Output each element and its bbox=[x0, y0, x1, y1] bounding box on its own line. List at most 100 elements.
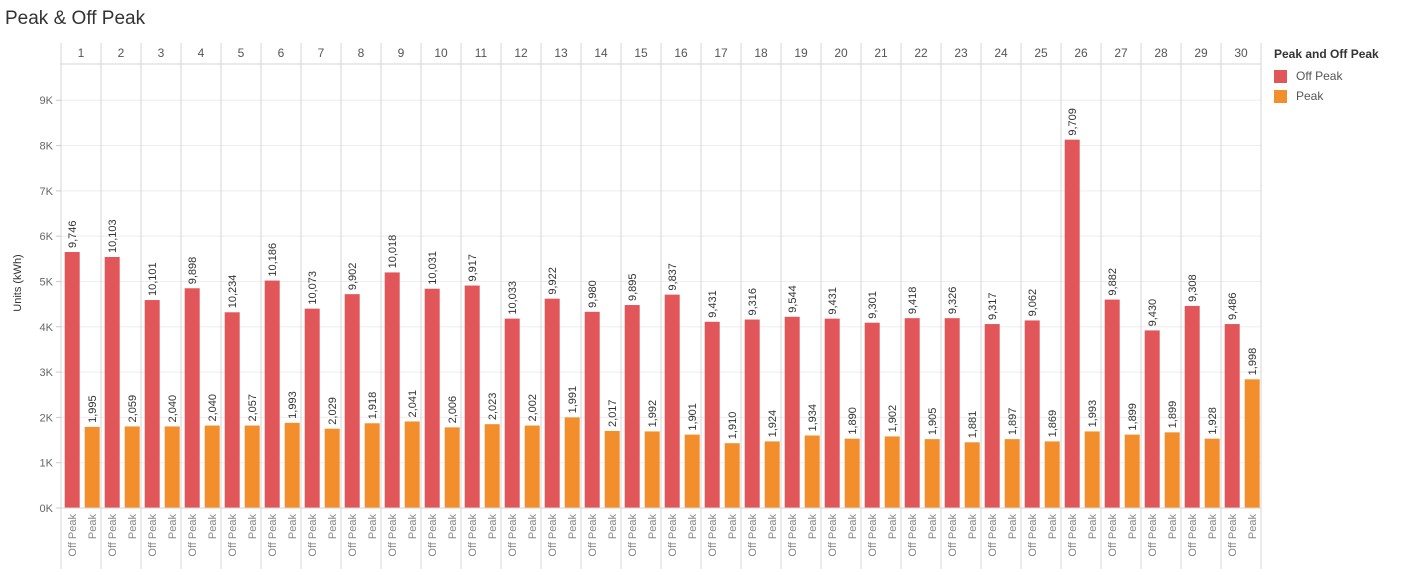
x-tick-label-off-peak: Off Peak bbox=[547, 514, 559, 557]
data-label-peak: 2,017 bbox=[607, 399, 619, 427]
bar-off-peak bbox=[744, 319, 760, 508]
day-header-label: 30 bbox=[1234, 46, 1248, 60]
x-tick-label-peak: Peak bbox=[527, 514, 539, 540]
day-header-label: 11 bbox=[475, 46, 488, 60]
y-tick-label: 2K bbox=[40, 412, 54, 424]
x-tick-label-off-peak: Off Peak bbox=[187, 514, 199, 557]
x-tick-label-peak: Peak bbox=[207, 514, 219, 540]
data-label-off-peak: 10,234 bbox=[227, 275, 239, 309]
bar-peak bbox=[844, 438, 860, 508]
x-tick-label-off-peak: Off Peak bbox=[467, 514, 479, 557]
bar-off-peak bbox=[304, 308, 320, 508]
x-tick-label-off-peak: Off Peak bbox=[667, 514, 679, 557]
bar-peak bbox=[124, 426, 140, 508]
day-header-label: 23 bbox=[954, 46, 968, 60]
x-tick-label-peak: Peak bbox=[1087, 514, 1099, 540]
data-label-off-peak: 9,902 bbox=[347, 263, 359, 291]
legend[interactable]: Peak and Off Peak Off Peak Peak bbox=[1274, 47, 1379, 106]
day-header-label: 8 bbox=[358, 46, 365, 60]
bar-off-peak bbox=[384, 272, 400, 508]
day-header-label: 27 bbox=[1114, 46, 1128, 60]
bar-off-peak bbox=[264, 280, 280, 508]
bar-off-peak bbox=[864, 322, 880, 508]
bar-off-peak bbox=[624, 305, 640, 508]
day-header-label: 4 bbox=[198, 46, 205, 60]
bar-off-peak bbox=[584, 311, 600, 508]
data-label-off-peak: 9,308 bbox=[1187, 274, 1199, 302]
day-header-label: 3 bbox=[158, 46, 165, 60]
legend-swatch-peak bbox=[1274, 89, 1287, 103]
day-header-label: 19 bbox=[794, 46, 808, 60]
bar-peak bbox=[1004, 439, 1020, 508]
data-label-off-peak: 9,882 bbox=[1107, 268, 1119, 296]
y-tick-label: 9K bbox=[40, 95, 54, 107]
bar-peak bbox=[524, 425, 540, 508]
x-tick-label-off-peak: Off Peak bbox=[347, 514, 359, 557]
data-label-off-peak: 9,746 bbox=[67, 220, 79, 248]
x-tick-label-peak: Peak bbox=[967, 514, 979, 540]
data-label-off-peak: 9,316 bbox=[747, 288, 759, 316]
day-header-label: 2 bbox=[118, 46, 125, 60]
data-label-off-peak: 10,186 bbox=[267, 243, 279, 277]
data-label-peak: 1,995 bbox=[87, 395, 99, 423]
x-tick-label-off-peak: Off Peak bbox=[387, 514, 399, 557]
data-label-off-peak: 9,317 bbox=[987, 293, 999, 321]
x-tick-label-off-peak: Off Peak bbox=[707, 514, 719, 557]
x-tick-label-off-peak: Off Peak bbox=[147, 514, 159, 557]
bar-peak bbox=[684, 434, 700, 508]
bar-off-peak bbox=[1224, 324, 1240, 508]
day-header-label: 21 bbox=[874, 46, 888, 60]
bar-peak bbox=[364, 423, 380, 508]
data-label-peak: 1,928 bbox=[1207, 407, 1219, 435]
bar-off-peak bbox=[904, 318, 920, 508]
x-tick-label-peak: Peak bbox=[767, 514, 779, 540]
bar-peak bbox=[964, 442, 980, 508]
data-label-off-peak: 9,922 bbox=[547, 267, 559, 295]
x-tick-label-peak: Peak bbox=[87, 514, 99, 540]
bar-peak bbox=[204, 425, 220, 508]
bar-off-peak bbox=[944, 318, 960, 508]
data-label-off-peak: 9,418 bbox=[907, 287, 919, 315]
x-tick-label-peak: Peak bbox=[567, 514, 579, 540]
bar-peak bbox=[164, 426, 180, 508]
x-tick-label-peak: Peak bbox=[1047, 514, 1059, 540]
bar-off-peak bbox=[1064, 139, 1080, 508]
data-label-off-peak: 9,709 bbox=[1067, 108, 1079, 136]
bar-peak bbox=[84, 426, 100, 508]
x-tick-label-off-peak: Off Peak bbox=[1147, 514, 1159, 557]
day-header-label: 29 bbox=[1194, 46, 1208, 60]
data-label-off-peak: 9,326 bbox=[947, 287, 959, 315]
bar-off-peak bbox=[104, 257, 120, 508]
day-header-label: 25 bbox=[1034, 46, 1048, 60]
x-tick-label-off-peak: Off Peak bbox=[507, 514, 519, 557]
data-label-peak: 1,910 bbox=[727, 412, 739, 440]
x-tick-label-off-peak: Off Peak bbox=[107, 514, 119, 557]
x-tick-label-peak: Peak bbox=[127, 514, 139, 540]
data-label-peak: 1,993 bbox=[287, 391, 299, 419]
bar-peak bbox=[884, 436, 900, 508]
day-header-label: 24 bbox=[994, 46, 1008, 60]
x-tick-label-off-peak: Off Peak bbox=[227, 514, 239, 557]
bar-peak bbox=[764, 441, 780, 508]
x-tick-label-off-peak: Off Peak bbox=[427, 514, 439, 557]
bar-peak bbox=[404, 421, 420, 508]
legend-item-off-peak[interactable]: Off Peak bbox=[1274, 66, 1379, 86]
x-tick-label-peak: Peak bbox=[367, 514, 379, 540]
y-axis-title: Units (kWh) bbox=[12, 254, 24, 311]
day-header-label: 6 bbox=[278, 46, 285, 60]
data-label-off-peak: 9,301 bbox=[867, 291, 879, 319]
data-label-peak: 1,991 bbox=[567, 386, 579, 414]
x-tick-label-off-peak: Off Peak bbox=[627, 514, 639, 557]
data-label-off-peak: 10,031 bbox=[427, 251, 439, 285]
data-label-peak: 1,902 bbox=[887, 405, 899, 433]
x-tick-label-peak: Peak bbox=[447, 514, 459, 540]
data-label-off-peak: 9,431 bbox=[827, 287, 839, 315]
x-tick-label-off-peak: Off Peak bbox=[867, 514, 879, 557]
bar-off-peak bbox=[1184, 305, 1200, 508]
x-tick-label-off-peak: Off Peak bbox=[587, 514, 599, 557]
day-header-label: 10 bbox=[434, 46, 448, 60]
legend-item-peak[interactable]: Peak bbox=[1274, 86, 1379, 106]
y-tick-label: 5K bbox=[40, 276, 54, 288]
x-tick-label-peak: Peak bbox=[1247, 514, 1259, 540]
data-label-peak: 2,002 bbox=[527, 394, 539, 422]
